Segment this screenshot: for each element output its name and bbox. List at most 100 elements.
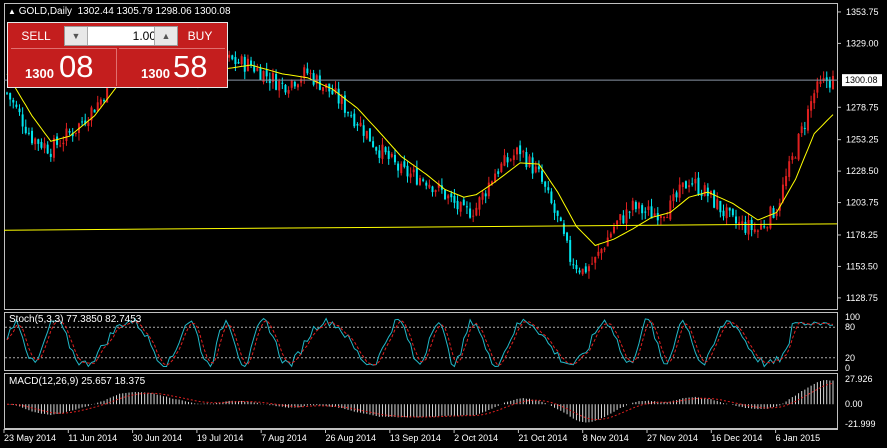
candle-body bbox=[816, 81, 819, 93]
candle-body bbox=[775, 212, 778, 217]
candle-body bbox=[459, 201, 462, 212]
sell-price-box[interactable]: 1300 08 bbox=[11, 48, 117, 86]
candle-body bbox=[84, 120, 87, 125]
stoch-signal-line bbox=[6, 319, 834, 367]
symbol-label: GOLD,Daily bbox=[18, 6, 73, 17]
macd-pane[interactable] bbox=[4, 373, 838, 429]
price-axis-label: 1278.75 bbox=[846, 102, 879, 112]
candle-body bbox=[271, 73, 274, 82]
candle-body bbox=[46, 144, 49, 154]
candle-body bbox=[425, 182, 428, 186]
stoch-scale-label: 0 bbox=[845, 363, 850, 373]
candle-body bbox=[644, 211, 647, 213]
candle-body bbox=[760, 224, 763, 230]
candle-body bbox=[387, 150, 390, 159]
candle-body bbox=[243, 56, 246, 72]
candle-body bbox=[638, 202, 641, 209]
lot-decrease-arrow-icon[interactable]: ▼ bbox=[65, 27, 88, 45]
macd-scale-label: 27.926 bbox=[845, 374, 873, 384]
candle-body bbox=[694, 178, 697, 184]
candle-body bbox=[318, 75, 321, 90]
candle-body bbox=[738, 222, 741, 225]
candle-body bbox=[788, 161, 791, 177]
candle-body bbox=[622, 215, 625, 224]
buy-button[interactable]: BUY bbox=[187, 29, 213, 43]
candle-body bbox=[544, 181, 547, 187]
candle-body bbox=[290, 80, 293, 88]
candle-body bbox=[766, 227, 769, 229]
price-axis-label: 1203.75 bbox=[846, 198, 879, 208]
candle-body bbox=[406, 165, 409, 177]
buy-price-box[interactable]: 1300 58 bbox=[119, 48, 225, 86]
candle-body bbox=[559, 217, 562, 222]
ohlc-values: 1302.44 1305.79 1298.06 1300.08 bbox=[77, 6, 231, 17]
macd-series bbox=[6, 380, 834, 423]
candle-body bbox=[378, 150, 381, 158]
candle-body bbox=[434, 190, 437, 193]
candle-body bbox=[731, 209, 734, 216]
price-pane[interactable] bbox=[4, 3, 838, 310]
candle-body bbox=[228, 54, 231, 58]
candle-body bbox=[497, 171, 500, 174]
candle-body bbox=[691, 183, 694, 185]
candle-body bbox=[419, 178, 421, 185]
candle-body bbox=[769, 206, 772, 229]
candle-body bbox=[512, 155, 515, 160]
price-axis-label: 1253.25 bbox=[846, 135, 879, 145]
candle-body bbox=[400, 163, 403, 174]
candle-body bbox=[625, 209, 628, 224]
candle-body bbox=[469, 208, 472, 218]
time-axis-label: 8 Nov 2014 bbox=[583, 433, 629, 443]
candle-body bbox=[584, 266, 587, 273]
candle-body bbox=[522, 151, 525, 153]
candle-body bbox=[791, 156, 794, 160]
time-axis-label: 13 Sep 2014 bbox=[390, 433, 441, 443]
candle-body bbox=[806, 109, 809, 131]
candle-body bbox=[600, 248, 603, 254]
lot-size-input[interactable] bbox=[88, 28, 158, 44]
candle-body bbox=[641, 205, 644, 214]
candle-body bbox=[256, 67, 259, 71]
candle-body bbox=[93, 109, 96, 113]
time-axis-label: 26 Aug 2014 bbox=[326, 433, 377, 443]
candle-body bbox=[472, 215, 475, 217]
stoch-pane[interactable] bbox=[4, 312, 838, 371]
candle-body bbox=[293, 81, 296, 87]
candle-body bbox=[728, 207, 731, 211]
time-axis-label: 16 Dec 2014 bbox=[711, 433, 762, 443]
price-axis-label: 1153.50 bbox=[846, 261, 878, 271]
candle-body bbox=[40, 141, 43, 148]
candle-body bbox=[465, 206, 468, 208]
candle-body bbox=[509, 159, 512, 161]
sell-button[interactable]: SELL bbox=[21, 29, 51, 43]
candle-body bbox=[390, 153, 393, 157]
candle-body bbox=[794, 157, 797, 159]
candle-body bbox=[672, 194, 675, 202]
candle-body bbox=[422, 179, 425, 181]
candle-body bbox=[37, 139, 40, 144]
candle-body bbox=[569, 240, 572, 262]
one-click-trading-panel: SELL ▼ ▲ BUY 1300 08 1300 58 bbox=[7, 22, 228, 88]
collapse-triangle-icon[interactable]: ▲ bbox=[8, 7, 16, 16]
candle-body bbox=[12, 99, 15, 103]
candle-body bbox=[828, 79, 831, 88]
candle-body bbox=[18, 108, 21, 113]
candle-body bbox=[381, 144, 384, 159]
lot-increase-arrow-icon[interactable]: ▲ bbox=[154, 27, 177, 45]
candle-body bbox=[56, 136, 59, 145]
candle-body bbox=[813, 93, 816, 104]
candle-body bbox=[24, 126, 27, 134]
candle-body bbox=[741, 221, 744, 225]
candle-body bbox=[747, 220, 750, 235]
candle-body bbox=[562, 223, 565, 234]
candle-body bbox=[781, 184, 784, 202]
stoch-scale-label: 100 bbox=[845, 312, 860, 322]
candle-body bbox=[9, 93, 12, 100]
candle-body bbox=[34, 138, 37, 145]
candle-body bbox=[587, 266, 590, 272]
candle-body bbox=[87, 122, 90, 127]
lot-size-control: ▼ ▲ bbox=[64, 26, 178, 46]
price-axis-label: 1178.25 bbox=[846, 230, 878, 240]
candle-body bbox=[246, 58, 249, 72]
candle-body bbox=[606, 237, 609, 247]
